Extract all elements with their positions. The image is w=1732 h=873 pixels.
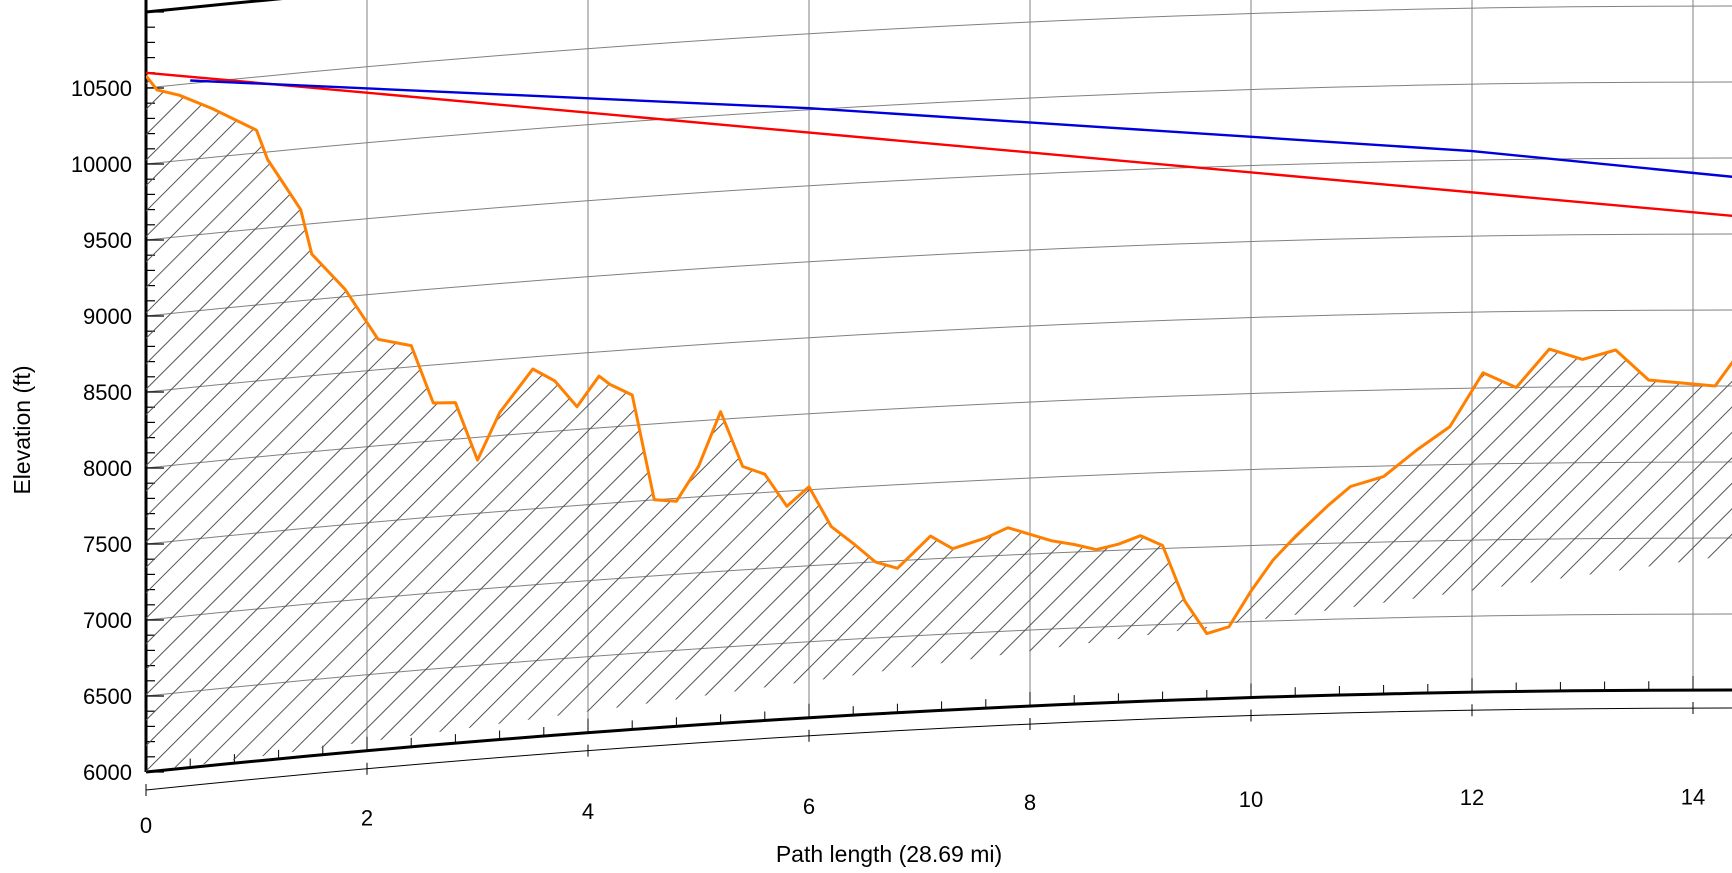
x-tick-label: 12 [1460,785,1484,810]
x-tick-label: 14 [1681,784,1705,809]
y-tick-label: 8500 [83,380,132,405]
y-tick-label: 10000 [71,152,132,177]
y-tick-label: 9000 [83,304,132,329]
y-tick-label: 7000 [83,608,132,633]
y-tick-label: 8000 [83,456,132,481]
x-tick-label: 10 [1239,787,1263,812]
x-axis-title: Path length (28.69 mi) [776,841,1002,867]
x-tick-labels: 0246810121416182022242628 [140,784,1705,838]
grid-line-elevation-8500 [145,309,1732,393]
terrain-profile-line [146,74,1732,636]
terrain-area [146,75,1732,772]
series [146,71,1732,772]
y-tick-label: 10500 [71,76,132,101]
lower-scale-curve [145,707,1732,791]
grid-line-elevation-9500 [145,157,1732,241]
baseline-curve [145,688,1732,774]
grid-line-elevation-10000 [145,81,1732,165]
y-tick-label: 6000 [83,760,132,785]
grid-line-elevation-10500 [145,5,1732,89]
x-tick-label: 4 [582,799,594,824]
grid-line-elevation-11000 [145,0,273,13]
x-tick-label: 2 [361,806,373,831]
y-tick-label: 7500 [83,532,132,557]
y-tick-labels: 6000 6500 7000 7500 8000 8500 9000 9500 10000 105… [71,76,132,785]
y-tick-label: 6500 [83,684,132,709]
grid-line-elevation-9000 [145,233,1732,317]
x-tick-label: 8 [1024,790,1036,815]
top-curve [145,0,283,14]
line-of-sight-line [146,71,1732,217]
y-axis-title: Elevation (ft) [9,365,35,494]
y-tick-label: 9500 [83,228,132,253]
fresnel-zone-line [190,79,1732,178]
x-tick-label: 0 [140,813,152,838]
x-tick-label: 6 [803,794,815,819]
